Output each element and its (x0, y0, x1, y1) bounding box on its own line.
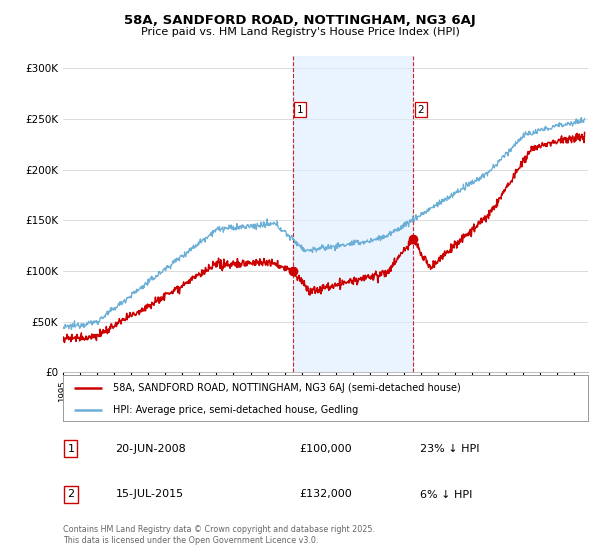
Text: 58A, SANDFORD ROAD, NOTTINGHAM, NG3 6AJ: 58A, SANDFORD ROAD, NOTTINGHAM, NG3 6AJ (124, 14, 476, 27)
Text: 2: 2 (67, 489, 74, 500)
Text: 15-JUL-2015: 15-JUL-2015 (115, 489, 184, 500)
Text: HPI: Average price, semi-detached house, Gedling: HPI: Average price, semi-detached house,… (113, 405, 358, 414)
Text: 20-JUN-2008: 20-JUN-2008 (115, 444, 186, 454)
Text: Contains HM Land Registry data © Crown copyright and database right 2025.
This d: Contains HM Land Registry data © Crown c… (63, 525, 375, 545)
Text: 6% ↓ HPI: 6% ↓ HPI (420, 489, 472, 500)
Text: 23% ↓ HPI: 23% ↓ HPI (420, 444, 479, 454)
Text: 1: 1 (67, 444, 74, 454)
Text: 2: 2 (418, 105, 424, 115)
Text: 58A, SANDFORD ROAD, NOTTINGHAM, NG3 6AJ (semi-detached house): 58A, SANDFORD ROAD, NOTTINGHAM, NG3 6AJ … (113, 383, 461, 393)
Text: Price paid vs. HM Land Registry's House Price Index (HPI): Price paid vs. HM Land Registry's House … (140, 27, 460, 37)
Text: 1: 1 (297, 105, 304, 115)
Text: £100,000: £100,000 (299, 444, 352, 454)
Text: £132,000: £132,000 (299, 489, 352, 500)
